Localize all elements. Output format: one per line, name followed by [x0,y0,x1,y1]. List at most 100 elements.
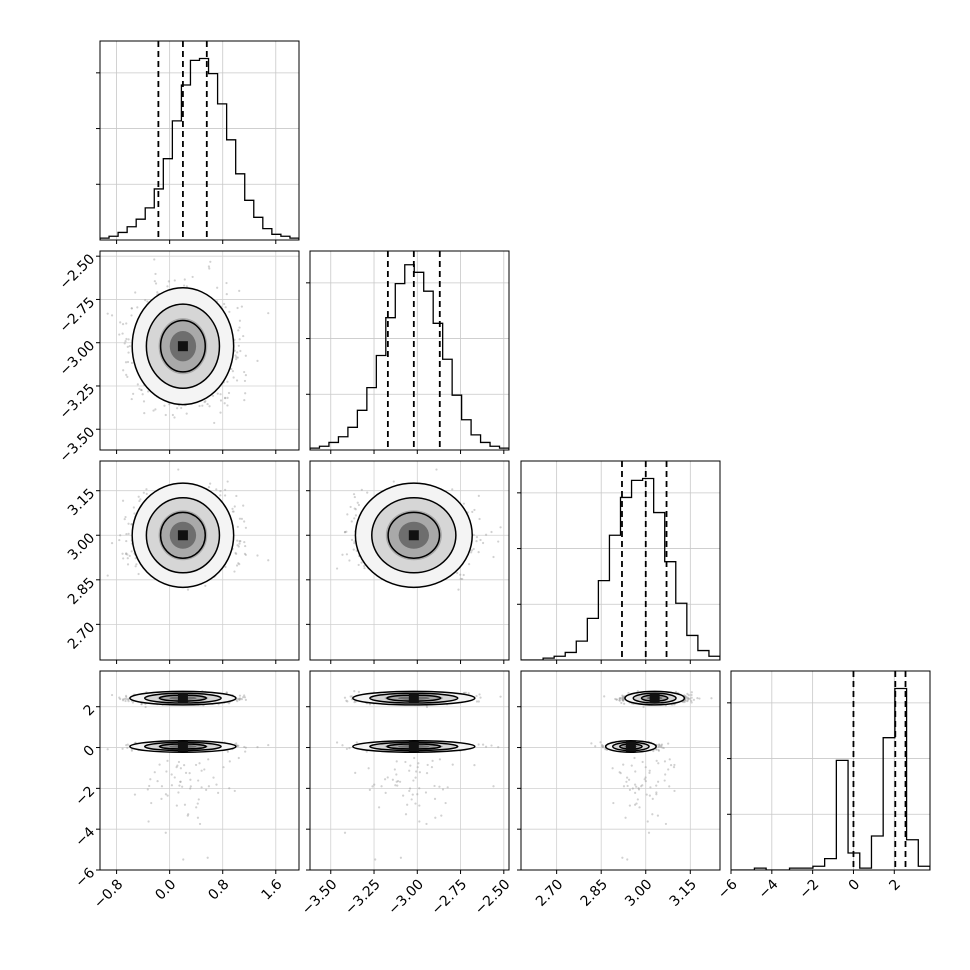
scatter-point [126,375,129,378]
scatter-point [356,501,359,504]
scatter-point [492,555,495,559]
scatter-point [237,562,240,565]
scatter-point [124,340,127,343]
scatter-point [235,358,238,361]
scatter-point [177,468,180,471]
scatter-point [223,402,226,405]
scatter-point [197,798,200,801]
scatter-point [147,390,150,393]
scatter-point [470,551,473,554]
scatter-point [234,551,237,555]
histogram-steps [310,264,509,450]
scatter-point [122,557,125,560]
scatter-point [224,397,227,400]
scatter-point [233,789,236,793]
scatter-point [134,565,137,568]
scatter-point [363,567,366,570]
scatter-point [225,281,228,285]
scatter-point [124,515,127,519]
scatter-point [481,541,485,545]
scatter-point [240,517,243,520]
scatter-point [122,369,125,372]
scatter-point [154,408,157,411]
scatter-point [224,494,227,497]
panel-frame-3-3 [730,670,931,871]
scatter-point [167,280,170,283]
scatter-point [350,520,353,523]
scatter-point [459,577,462,580]
scatter-point [140,388,143,392]
scatter-point [243,520,246,523]
scatter-point [126,557,129,560]
scatter-point [238,319,242,322]
scatter-point [128,344,131,348]
scatter-point [204,584,207,587]
scatter-point [130,523,133,526]
scatter-point [208,267,211,270]
scatter-point [136,383,139,386]
scatter-point [171,413,174,417]
scatter-point [226,480,229,483]
scatter-point [219,490,222,493]
scatter-point [110,542,114,545]
scatter-point [121,332,124,335]
scatter-point [225,293,228,296]
scatter-point [207,486,211,489]
scatter-point [203,400,206,404]
scatter-point [146,788,149,791]
scatter-point [200,786,203,789]
scatter-point [207,785,210,788]
scatter-point [130,314,133,317]
scatter-point [341,553,344,556]
scatter-point [121,323,125,326]
scatter-point [140,388,143,392]
scatter-point [185,412,188,415]
scatter-point [242,504,245,507]
panel-frame-2-2 [520,460,721,661]
scatter-point [185,285,188,288]
scatter-point [497,540,500,543]
scatter-point [138,499,141,503]
scatter-point [353,517,356,520]
scatter-point [125,532,128,536]
scatter-point [472,547,475,551]
scatter-point [346,513,349,516]
scatter-point [149,778,152,781]
scatter-point [208,405,211,408]
scatter-point [244,354,247,357]
scatter-point [148,784,151,788]
scatter-point [227,391,231,395]
scatter-point [137,495,140,498]
scatter-point [138,387,141,390]
scatter-point [360,561,363,564]
scatter-point [110,314,114,317]
scatter-point [471,510,474,513]
scatter-point [479,538,482,542]
scatter-point [475,536,479,539]
scatter-point [123,518,126,521]
scatter-point [201,404,204,407]
scatter-point [198,404,201,408]
scatter-point [123,342,126,345]
scatter-point [125,337,128,341]
scatter-point [478,517,481,521]
scatter-point [186,588,190,591]
scatter-point [160,785,164,788]
panel-frame-0-0 [99,40,300,241]
histogram-steps [731,687,930,870]
scatter-point [477,494,480,497]
scatter-point [240,305,243,308]
scatter-point [490,530,493,534]
scatter-point [360,488,363,491]
scatter-point [256,554,259,557]
scatter-point [238,289,241,292]
scatter-point [223,302,226,306]
scatter-point [121,499,125,502]
scatter-point [238,542,241,545]
scatter-point [219,399,223,402]
scatter-point [244,374,247,377]
scatter-point [154,272,157,276]
scatter-point [126,345,129,348]
scatter-point [267,312,270,315]
scatter-point [132,392,135,395]
